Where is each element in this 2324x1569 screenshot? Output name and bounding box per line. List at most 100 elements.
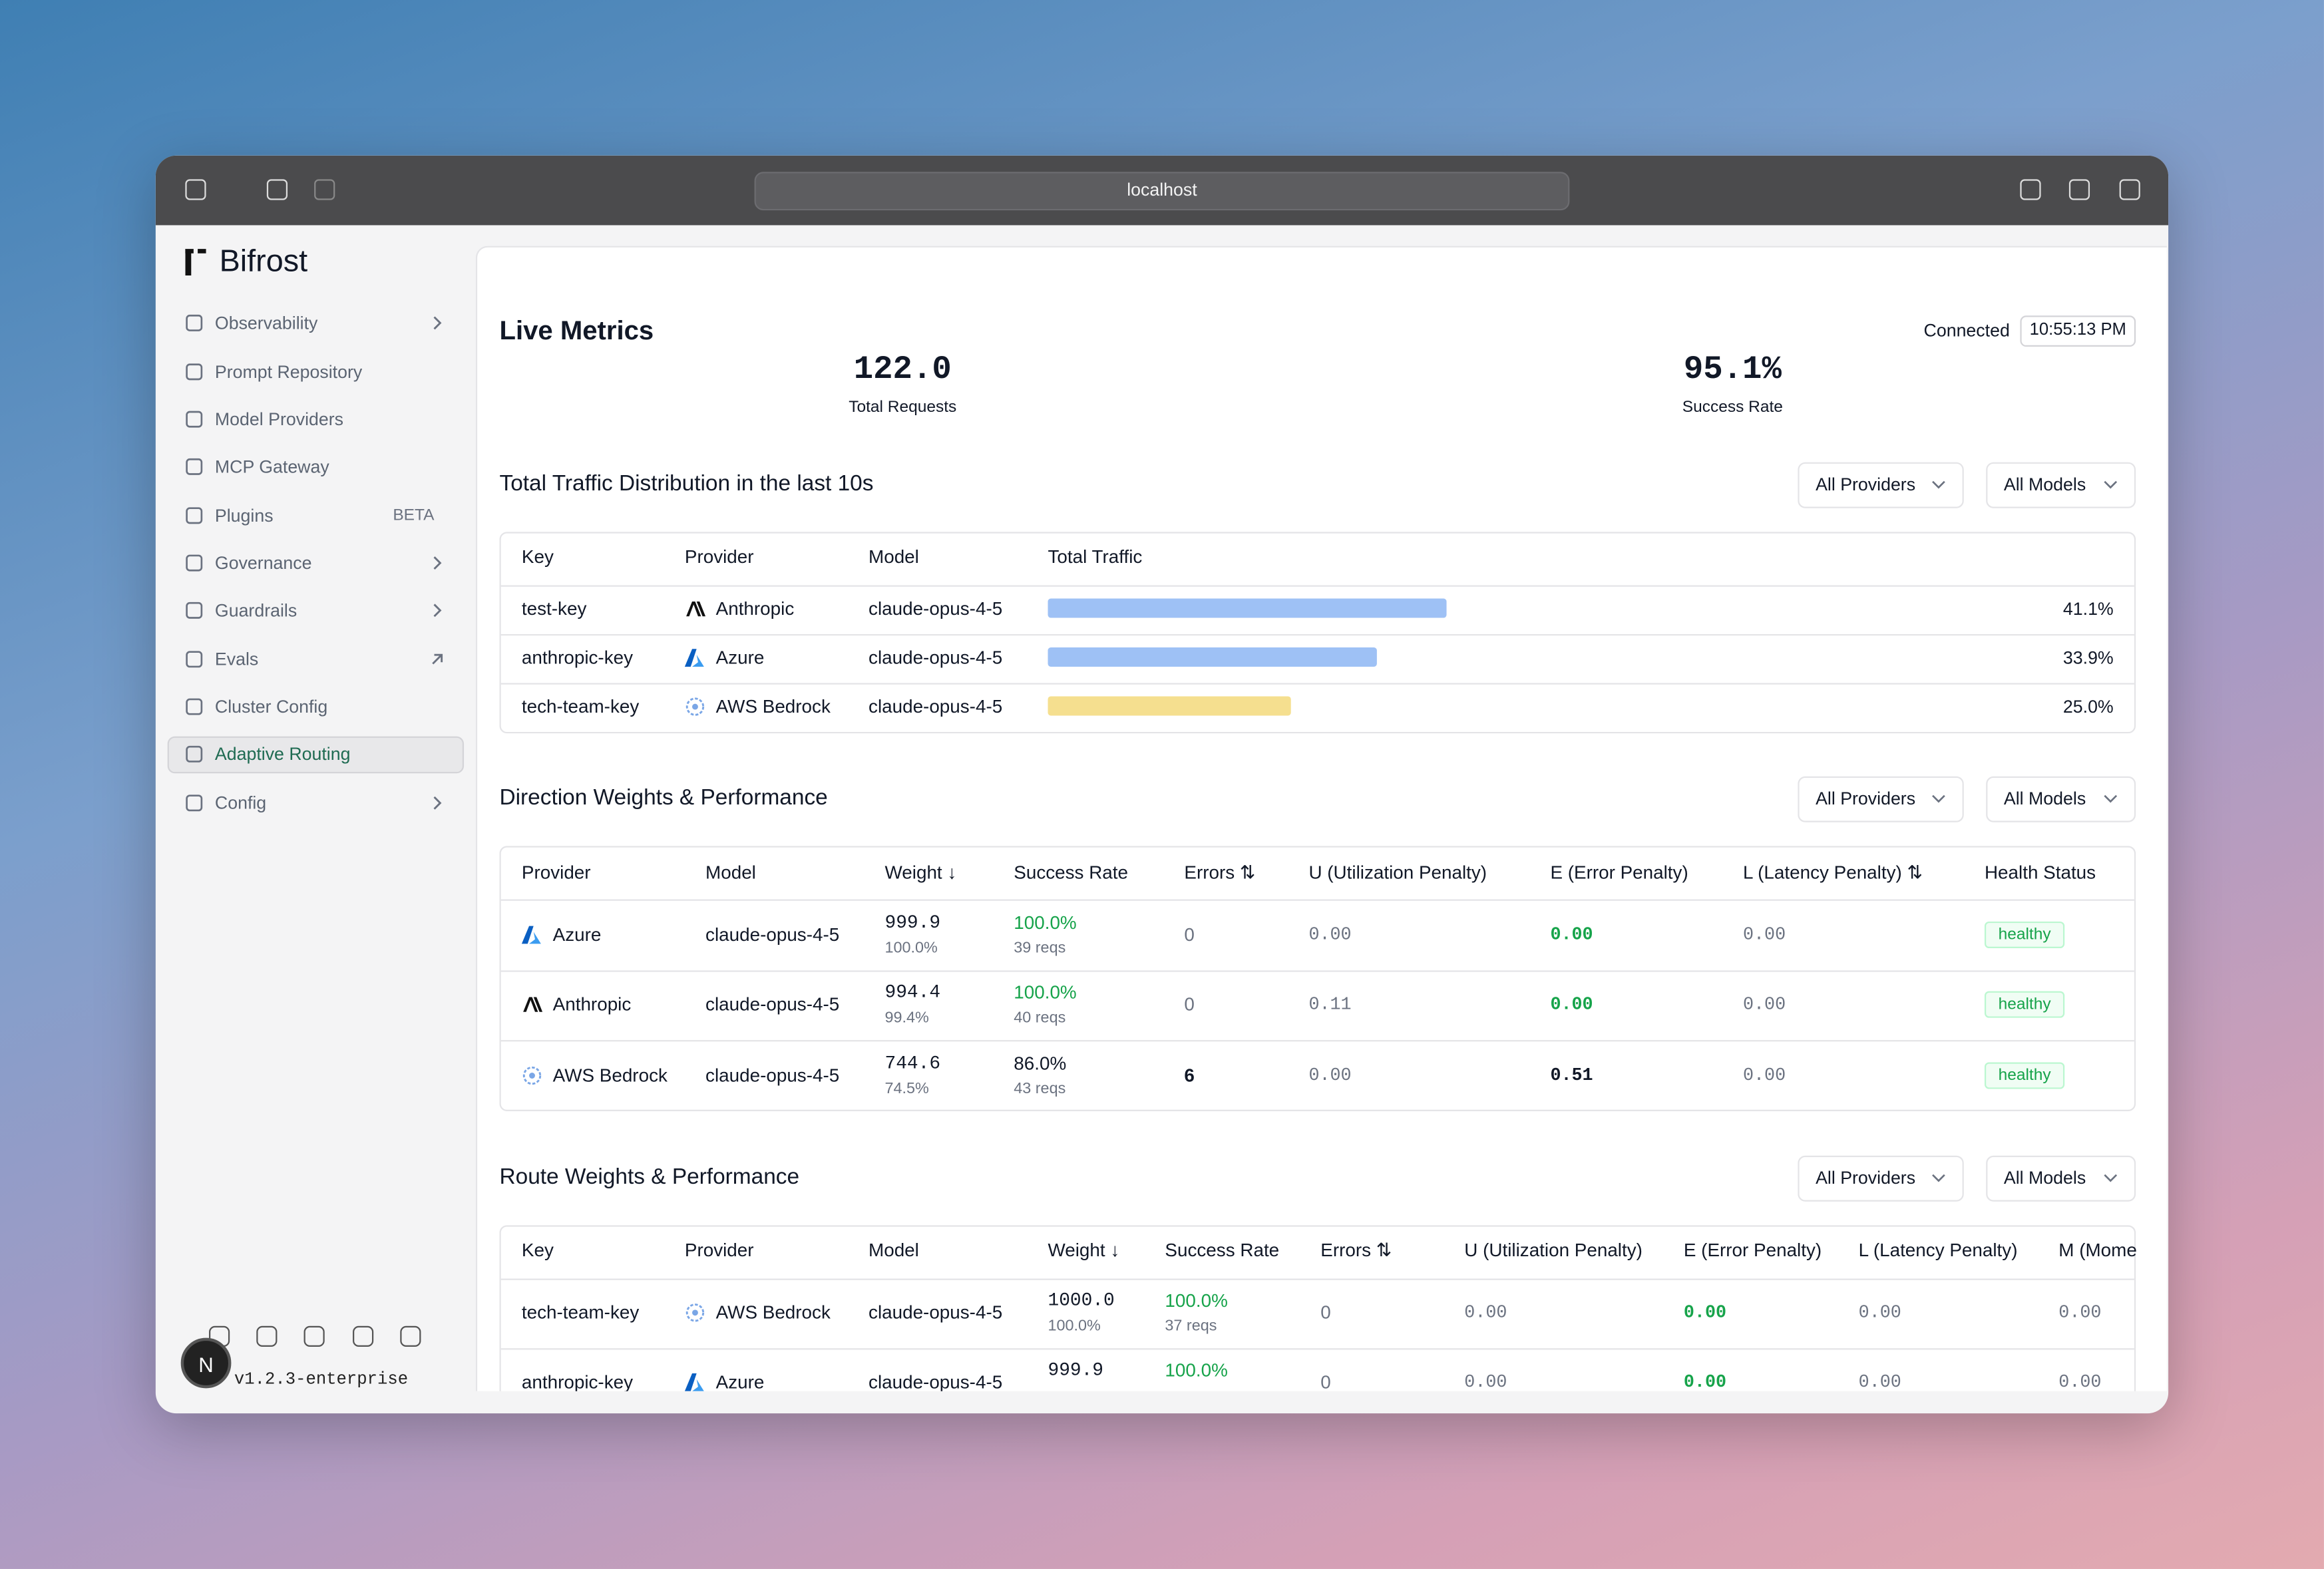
bedrock-icon bbox=[522, 1065, 542, 1086]
e-penalty: 0.00 bbox=[1550, 924, 1593, 946]
toolbar-button[interactable] bbox=[2020, 179, 2041, 200]
icon bbox=[186, 363, 203, 381]
column-header: Success Rate bbox=[1014, 862, 1129, 884]
icon bbox=[521, 926, 541, 944]
nav-item[interactable]: Config bbox=[214, 792, 267, 814]
weight-pct: 99.4% bbox=[884, 1009, 929, 1027]
anthropic-icon bbox=[522, 994, 543, 1015]
nav-item[interactable]: Adaptive Routing bbox=[214, 743, 351, 765]
filter-dropdown[interactable] bbox=[1986, 462, 2136, 508]
time: 10:55:13 PM bbox=[2029, 321, 2126, 339]
filter-label[interactable]: All Providers bbox=[1816, 474, 1916, 495]
icon bbox=[186, 554, 203, 572]
l-penalty: 0.00 bbox=[1742, 1065, 1786, 1087]
nav-item[interactable]: Governance bbox=[214, 552, 312, 574]
status: Connected bbox=[1923, 319, 2010, 341]
column-header: Success Rate bbox=[1165, 1240, 1280, 1261]
icon bbox=[1932, 794, 1945, 803]
provider: Azure bbox=[715, 647, 765, 669]
section-title: Total Traffic Distribution in the last 1… bbox=[499, 471, 874, 496]
model: claude-opus-4-5 bbox=[869, 598, 1003, 619]
nav-item[interactable]: Model Providers bbox=[214, 409, 344, 430]
toolbar-button[interactable] bbox=[266, 179, 288, 200]
u-penalty: 0.11 bbox=[1308, 994, 1352, 1015]
filter-label[interactable]: All Models bbox=[2003, 474, 2086, 495]
weight: 994.4 bbox=[884, 982, 941, 1003]
provider: AWS Bedrock bbox=[715, 1302, 831, 1323]
weight: 999.9 bbox=[1048, 1360, 1104, 1381]
url-bar[interactable] bbox=[754, 172, 1570, 211]
icon bbox=[684, 1373, 704, 1391]
azure-icon bbox=[684, 647, 705, 668]
icon bbox=[186, 794, 203, 812]
brand-logo bbox=[185, 249, 206, 276]
row-divider bbox=[500, 683, 2134, 685]
health-badge bbox=[1984, 1062, 2065, 1089]
filter-dropdown[interactable] bbox=[1986, 776, 2136, 822]
nav-item[interactable]: Cluster Config bbox=[214, 696, 328, 717]
icon bbox=[186, 602, 203, 619]
nav-item[interactable]: Observability bbox=[214, 312, 318, 333]
toolbar-button[interactable] bbox=[2119, 179, 2140, 200]
nav-item[interactable]: Guardrails bbox=[214, 600, 297, 621]
icon bbox=[432, 653, 443, 665]
column-header: Key bbox=[521, 546, 554, 568]
icon bbox=[2104, 480, 2118, 489]
table bbox=[499, 846, 2136, 1111]
section-title: Direction Weights & Performance bbox=[499, 785, 828, 810]
provider: AWS Bedrock bbox=[552, 1065, 668, 1087]
toolbar-button[interactable] bbox=[314, 179, 335, 200]
provider: Anthropic bbox=[552, 994, 632, 1015]
nav-icon bbox=[184, 361, 204, 382]
brand: Bifrost bbox=[219, 244, 308, 279]
nav-item[interactable]: Evals bbox=[214, 649, 259, 670]
footer-icon[interactable] bbox=[303, 1325, 325, 1347]
toolbar-button[interactable] bbox=[2068, 179, 2090, 200]
filter-label[interactable]: All Providers bbox=[1816, 788, 1916, 809]
filter-label[interactable]: All Models bbox=[2003, 1167, 2086, 1188]
down-icon bbox=[2100, 788, 2121, 809]
nav-icon bbox=[184, 744, 204, 765]
weight: 999.9 bbox=[884, 912, 941, 934]
share-label: 41.1% bbox=[2062, 598, 2114, 619]
filter-label[interactable]: All Models bbox=[2003, 788, 2086, 809]
nav-item[interactable]: MCP Gateway bbox=[214, 456, 329, 477]
column-header: Provider bbox=[521, 862, 591, 884]
nav-icon bbox=[184, 792, 204, 813]
key: tech-team-key bbox=[521, 696, 640, 717]
column-header: Weight ↓ bbox=[884, 862, 957, 884]
success-rate: 100.0% bbox=[1014, 982, 1077, 1003]
nav-icon bbox=[184, 409, 204, 430]
column-header: Errors ⇅ bbox=[1184, 862, 1256, 884]
key: tech-team-key bbox=[521, 1302, 640, 1323]
column-header: Errors ⇅ bbox=[1320, 1240, 1392, 1261]
provider: AWS Bedrock bbox=[715, 696, 831, 717]
filter-dropdown[interactable] bbox=[1798, 462, 1964, 508]
footer-icon[interactable] bbox=[256, 1325, 278, 1347]
filter-label[interactable]: All Providers bbox=[1816, 1167, 1916, 1188]
footer-icon[interactable] bbox=[353, 1325, 374, 1347]
nav-item[interactable]: Prompt Repository bbox=[214, 361, 363, 383]
footer-icon[interactable] bbox=[400, 1325, 421, 1347]
column-header: Model bbox=[869, 1240, 919, 1261]
chevron-icon bbox=[427, 553, 447, 574]
success-rate: 100.0% bbox=[1165, 1290, 1228, 1311]
row-divider bbox=[500, 1348, 2134, 1350]
column-header: Total Traffic bbox=[1048, 546, 1143, 568]
e-penalty: 0.51 bbox=[1550, 1065, 1593, 1087]
nav-icon bbox=[184, 505, 204, 526]
share-label: 33.9% bbox=[2062, 647, 2114, 669]
icon bbox=[685, 697, 705, 716]
key: anthropic-key bbox=[521, 1371, 634, 1391]
table bbox=[499, 532, 2136, 734]
nav-icon bbox=[184, 553, 204, 574]
errors: 0 bbox=[1184, 924, 1195, 946]
key: anthropic-key bbox=[521, 647, 634, 669]
weight-pct: 74.5% bbox=[884, 1080, 929, 1098]
filter-dropdown[interactable] bbox=[1986, 1155, 2136, 1202]
toolbar-button[interactable] bbox=[185, 179, 206, 200]
health-status: healthy bbox=[1998, 995, 2051, 1013]
nav-item[interactable]: Plugins bbox=[214, 505, 274, 526]
success-rate: 100.0% bbox=[1165, 1360, 1228, 1381]
